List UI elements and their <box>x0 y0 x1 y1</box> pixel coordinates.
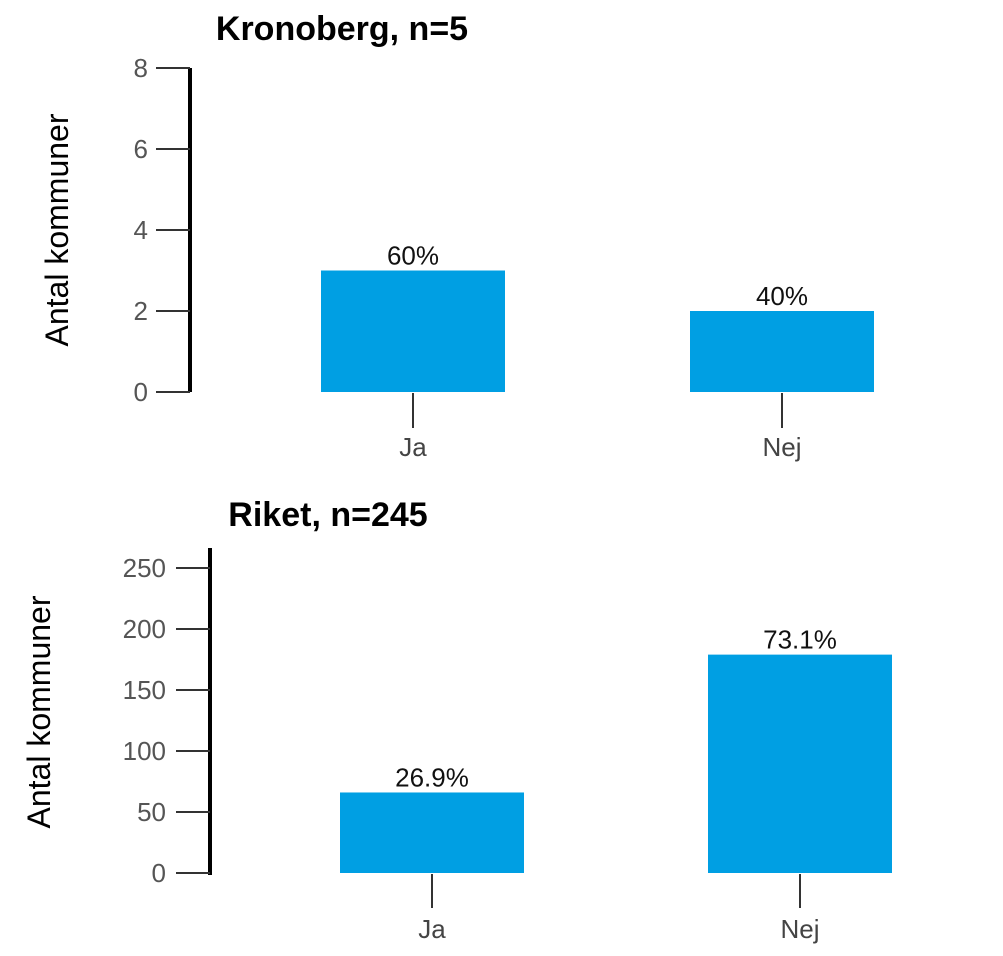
y-tick-label: 250 <box>123 553 166 583</box>
x-category-label: Nej <box>762 432 801 462</box>
bar-ja <box>340 792 524 873</box>
data-labels: 26.9% 73.1% <box>395 625 837 793</box>
x-category-label: Nej <box>780 914 819 944</box>
y-ticks: 0 50 100 150 200 250 <box>123 553 210 888</box>
y-tick-label: 0 <box>134 377 148 407</box>
data-labels: 60% 40% <box>387 241 808 312</box>
y-tick-label: 6 <box>134 134 148 164</box>
bars <box>340 654 892 873</box>
x-categories: Ja Nej <box>418 874 820 944</box>
y-axis-label: Antal kommuner <box>39 113 75 346</box>
y-tick-label: 50 <box>137 797 166 827</box>
bar-nej <box>708 654 892 873</box>
y-tick-label: 8 <box>134 53 148 83</box>
y-tick-label: 2 <box>134 296 148 326</box>
chart-riket: Riket, n=245 Antal kommuner 0 50 100 150 200… <box>21 496 892 944</box>
data-label: 40% <box>756 281 808 311</box>
data-label: 26.9% <box>395 762 469 792</box>
y-axis-label: Antal kommuner <box>21 595 57 828</box>
bar-ja <box>321 270 505 392</box>
data-label: 73.1% <box>763 625 837 655</box>
y-tick-label: 150 <box>123 675 166 705</box>
y-tick-label: 200 <box>123 614 166 644</box>
bar-nej <box>690 311 874 392</box>
chart-title: Kronoberg, n=5 <box>216 10 468 48</box>
y-ticks: 0 2 4 6 8 <box>134 53 190 407</box>
x-category-label: Ja <box>399 432 427 462</box>
chart-title: Riket, n=245 <box>228 496 427 534</box>
chart-kronoberg: Kronoberg, n=5 Antal kommuner 0 2 4 6 8 60% 4… <box>39 10 874 462</box>
x-categories: Ja Nej <box>399 393 802 462</box>
x-category-label: Ja <box>418 914 446 944</box>
y-tick-label: 0 <box>152 858 166 888</box>
bars <box>321 270 874 392</box>
y-tick-label: 4 <box>134 215 148 245</box>
data-label: 60% <box>387 241 439 271</box>
y-tick-label: 100 <box>123 736 166 766</box>
